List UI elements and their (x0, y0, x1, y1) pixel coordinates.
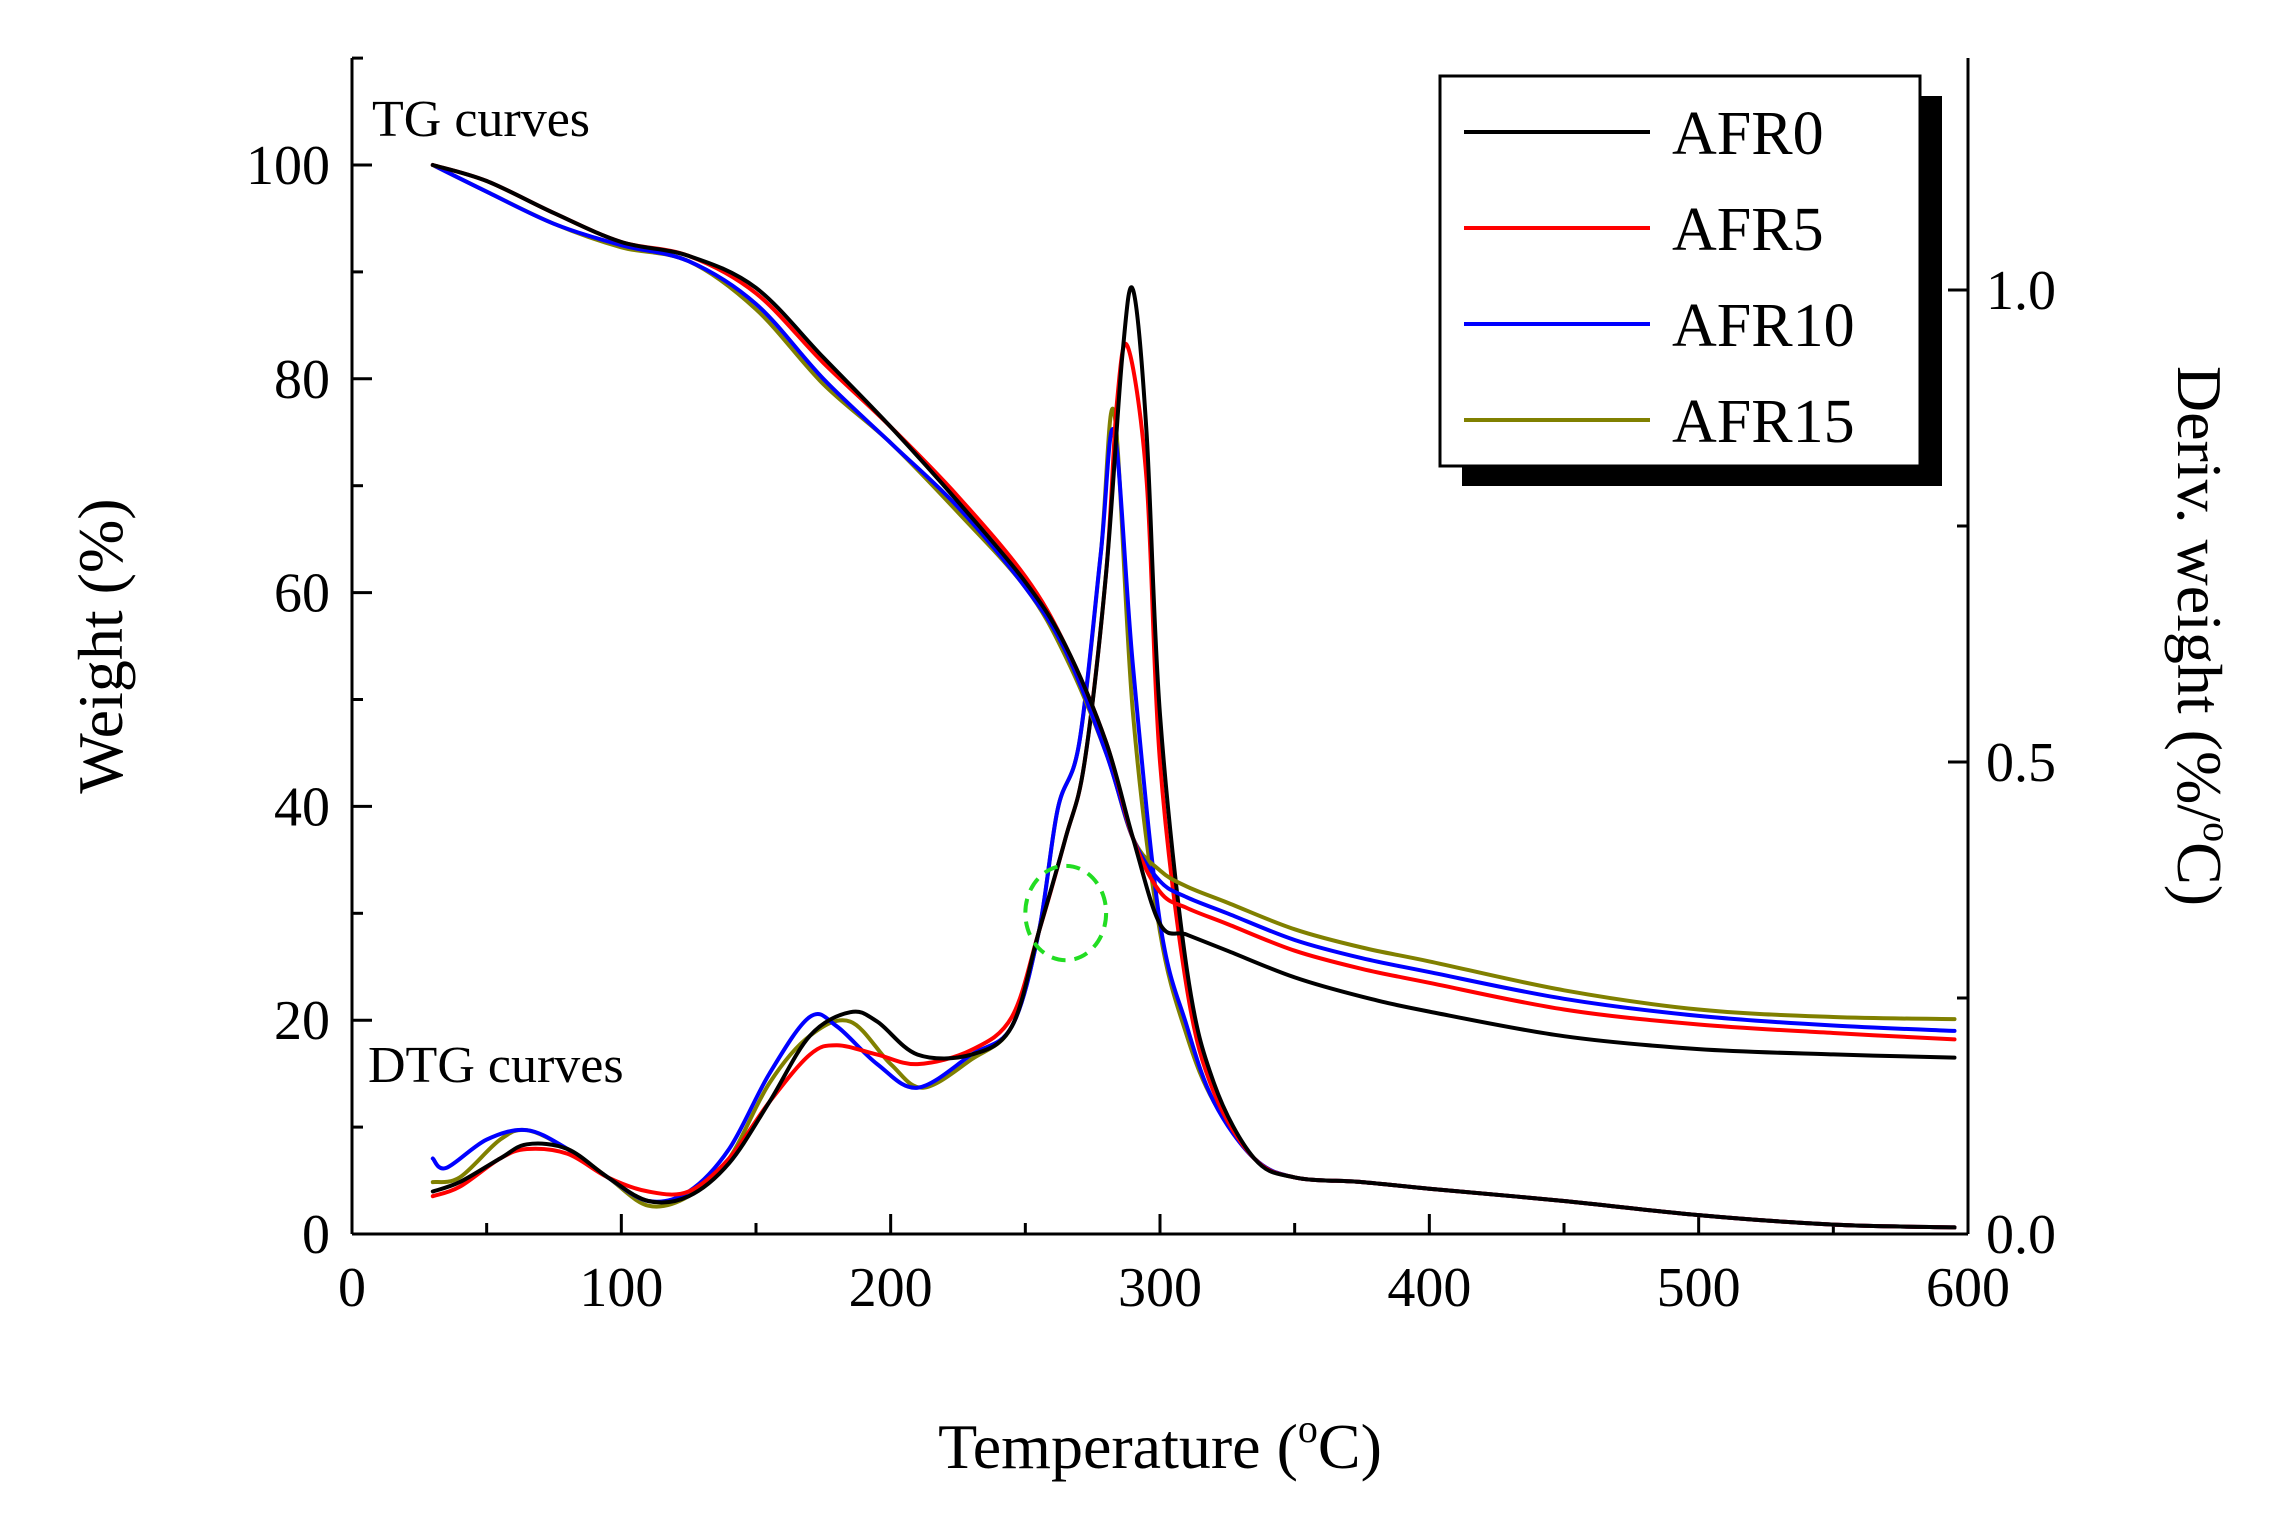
y2-axis-title: Deriv. weight (%/oC) (2164, 366, 2240, 906)
x-tick-label: 500 (1657, 1257, 1741, 1319)
legend-box (1438, 74, 1922, 468)
y2-tick-label: 0.0 (1986, 1204, 2056, 1266)
x-tick-label: 600 (1926, 1257, 2010, 1319)
y-tick-label: 20 (274, 990, 330, 1052)
y2-ticks: 0.0 0.5 1.0 (1948, 260, 2056, 1266)
legend-items: AFR0 AFR5 AFR10 AFR15 (1464, 100, 1855, 456)
y-tick-label: 0 (302, 1204, 330, 1266)
dtg-line-afr15 (430, 407, 1957, 1230)
y-tick-label: 80 (274, 349, 330, 411)
x-tick-label: 100 (579, 1257, 663, 1319)
legend-label-afr0: AFR0 (1672, 100, 1824, 168)
y-ticks: 0 20 40 60 80 100 (246, 56, 372, 1266)
tg-line-afr10 (430, 163, 1957, 1033)
legend-label-afr15: AFR15 (1672, 388, 1855, 456)
series-group (430, 163, 1957, 1230)
y2-tick-label: 0.5 (1986, 732, 2056, 794)
x-ticks: 0 100 200 300 400 500 600 (338, 1214, 2010, 1319)
dtg-curves-label: DTG curves (368, 1037, 624, 1094)
x-axis-title: Temperature (oC) (938, 1406, 1382, 1482)
y-axis-title: Weight (%) (65, 498, 136, 793)
legend-label-afr5: AFR5 (1672, 196, 1824, 264)
tg-curves-label: TG curves (372, 91, 590, 148)
x-tick-label: 400 (1387, 1257, 1471, 1319)
highlight-ellipse (1023, 863, 1109, 963)
y-tick-label: 100 (246, 135, 330, 197)
y-tick-label: 60 (274, 563, 330, 625)
tg-line-afr0 (430, 163, 1957, 1060)
x-tick-label: 300 (1118, 1257, 1202, 1319)
x-tick-label: 0 (338, 1257, 366, 1319)
y-tick-label: 40 (274, 776, 330, 838)
y2-tick-label: 1.0 (1986, 260, 2056, 322)
dtg-line-afr0 (430, 285, 1957, 1230)
legend-label-afr10: AFR10 (1672, 292, 1855, 360)
legend: AFR0 AFR5 AFR10 AFR15 (1438, 74, 1942, 486)
x-tick-label: 200 (849, 1257, 933, 1319)
dtg-line-afr10 (430, 427, 1957, 1230)
